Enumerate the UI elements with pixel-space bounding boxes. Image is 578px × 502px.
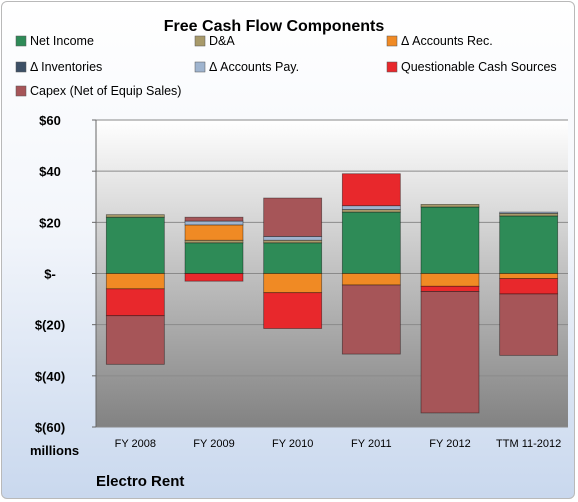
bar-accounts-pay-fy-2010 [263, 236, 323, 241]
legend-label-accounts-pay: Δ Accounts Pay. [209, 60, 299, 74]
company-name: Electro Rent [96, 473, 184, 490]
legend-swatch-d-a [194, 35, 206, 47]
legend-label-accounts-rec: Δ Accounts Rec. [401, 34, 493, 48]
bar-net-income-fy-2011 [341, 211, 401, 274]
bar-net-income-ttm-11-2012 [499, 215, 559, 274]
legend-label-d-a: D&A [209, 34, 235, 48]
y-tick-label: $20 [39, 215, 61, 230]
bar-questionable-cash-sources-ttm-11-2012 [499, 278, 559, 295]
bar-accounts-rec-fy-2008 [105, 273, 165, 290]
bar-net-income-fy-2012 [420, 206, 480, 274]
legend-swatch-questionable-cash-sources [386, 61, 398, 73]
legend: Net Income D&A Δ Accounts Rec. Δ Inventorie… [15, 34, 557, 98]
bar-capex-net-of-equip-sales-fy-2012 [420, 291, 480, 414]
x-axis-ticks: FY 2008 FY 2009 FY 2010 FY 2011 FY 2012 TTM 1… [115, 438, 562, 450]
bar-d-a-fy-2008 [105, 214, 165, 218]
bar-accounts-rec-fy-2012 [420, 273, 480, 287]
bar-capex-net-of-equip-sales-fy-2010 [263, 197, 323, 237]
units-label: millions [30, 443, 79, 458]
bar-capex-net-of-equip-sales-fy-2008 [105, 315, 165, 365]
bar-capex-net-of-equip-sales-ttm-11-2012 [499, 293, 559, 356]
y-tick-label: $(40) [35, 369, 65, 384]
legend-swatch-inventories [15, 61, 27, 73]
x-tick-label: FY 2012 [429, 438, 470, 450]
bar-accounts-pay-fy-2011 [341, 205, 401, 210]
legend-label-inventories: Δ Inventories [30, 60, 102, 74]
gridlines [92, 119, 568, 428]
legend-label-capex-net-of-equip-sales: Capex (Net of Equip Sales) [30, 84, 181, 98]
bar-questionable-cash-sources-fy-2011 [341, 173, 401, 207]
bar-accounts-rec-ttm-11-2012 [499, 273, 559, 280]
bar-accounts-rec-fy-2009 [184, 224, 244, 241]
x-tick-label: FY 2009 [193, 438, 234, 450]
legend-label-net-income: Net Income [30, 34, 94, 48]
bar-capex-net-of-equip-sales-fy-2011 [341, 284, 401, 355]
bar-net-income-fy-2010 [263, 242, 323, 274]
y-tick-label: $60 [39, 113, 61, 128]
bar-accounts-rec-fy-2010 [263, 273, 323, 294]
y-tick-label: $- [44, 267, 56, 282]
bars [105, 173, 559, 414]
x-tick-label: FY 2008 [115, 438, 156, 450]
legend-swatch-capex-net-of-equip-sales [15, 85, 27, 97]
legend-label-questionable-cash-sources: Questionable Cash Sources [401, 60, 557, 74]
bar-d-a-fy-2012 [420, 204, 480, 208]
bar-net-income-fy-2008 [105, 216, 165, 274]
bar-net-income-fy-2009 [184, 242, 244, 274]
bar-d-a-fy-2010 [263, 239, 323, 244]
bar-questionable-cash-sources-fy-2009 [184, 273, 244, 282]
bar-questionable-cash-sources-fy-2008 [105, 288, 165, 317]
bar-d-a-fy-2011 [341, 209, 401, 213]
bar-questionable-cash-sources-fy-2012 [420, 285, 480, 292]
y-tick-label: $(60) [35, 420, 65, 435]
x-tick-label: FY 2010 [272, 438, 313, 450]
y-tick-label: $(20) [35, 318, 65, 333]
chart-title: Free Cash Flow Components [164, 18, 385, 35]
bar-accounts-rec-fy-2011 [341, 273, 401, 286]
legend-swatch-accounts-rec [386, 35, 398, 47]
bar-accounts-pay-ttm-11-2012 [499, 211, 559, 214]
x-tick-label: TTM 11-2012 [496, 438, 561, 450]
y-tick-label: $40 [39, 164, 61, 179]
legend-swatch-accounts-pay [194, 61, 206, 73]
x-tick-label: FY 2011 [351, 438, 392, 450]
bar-questionable-cash-sources-fy-2010 [263, 292, 323, 329]
bar-capex-net-of-equip-sales-fy-2009 [184, 216, 244, 222]
y-axis-ticks: $60 $40 $20 $- $(20) $(40) $(60) [35, 113, 65, 435]
bar-accounts-pay-fy-2009 [184, 220, 244, 226]
legend-swatch-net-income [15, 35, 27, 47]
